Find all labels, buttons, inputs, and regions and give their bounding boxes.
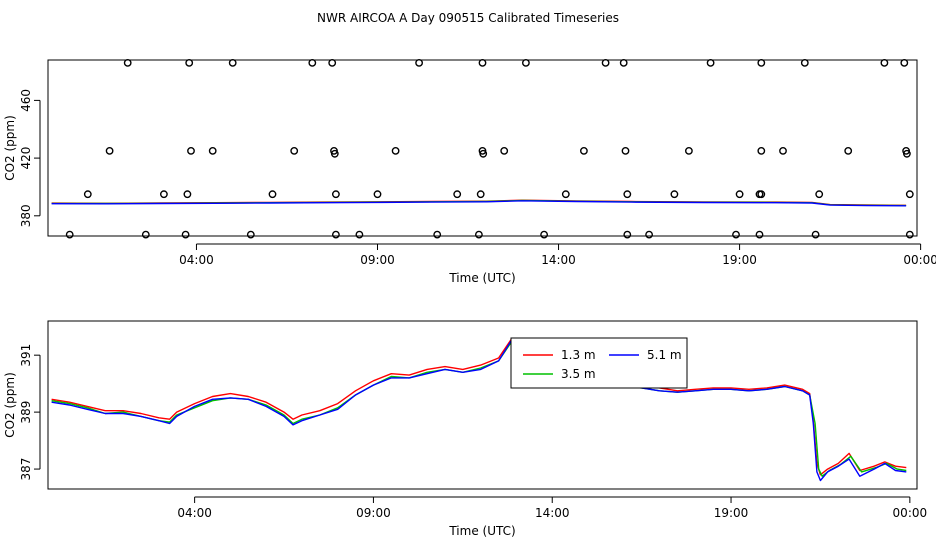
data-point	[619, 59, 628, 67]
data-point	[811, 230, 820, 239]
x-tick-label: 14:00	[535, 506, 570, 520]
data-point	[757, 146, 766, 155]
data-point	[415, 59, 423, 67]
data-point	[757, 190, 766, 199]
data-point	[800, 59, 809, 67]
y-axis-label: CO2 (ppm)	[3, 115, 17, 181]
x-tick-label: 19:00	[722, 253, 757, 267]
data-point	[308, 59, 317, 67]
x-tick-label: 00:00	[903, 253, 936, 267]
data-point	[561, 190, 570, 199]
data-point	[580, 146, 588, 155]
data-point	[105, 146, 114, 155]
data-point	[479, 149, 488, 158]
x-tick-label: 04:00	[179, 253, 214, 267]
data-point	[268, 190, 277, 199]
data-point	[880, 59, 889, 67]
data-point	[476, 190, 485, 199]
x-tick-label: 04:00	[177, 506, 212, 520]
data-point	[905, 230, 914, 239]
data-point	[540, 230, 548, 239]
data-point	[500, 146, 509, 155]
data-point	[755, 230, 764, 239]
data-point	[623, 190, 632, 199]
outliers-panel: 04:00 09:00 14:00 19:00 00:00 Time (UTC) 380 42…	[3, 59, 936, 285]
data-point	[645, 230, 653, 239]
data-point	[621, 146, 630, 155]
data-point	[844, 146, 853, 155]
data-point	[478, 59, 487, 67]
legend-entry: 1.3 m	[523, 348, 596, 362]
data-point	[900, 59, 909, 67]
data-point	[330, 149, 339, 158]
data-point	[65, 230, 74, 239]
y-tick-label: 460	[19, 89, 33, 112]
data-point	[331, 230, 340, 239]
data-point	[433, 230, 442, 239]
legend: 1.3 m 5.1 m 3.5 m	[510, 337, 688, 389]
data-point	[685, 146, 693, 155]
data-point	[290, 146, 299, 155]
data-point	[905, 190, 914, 199]
data-point	[757, 59, 766, 67]
data-point	[391, 146, 400, 155]
data-point	[706, 59, 715, 67]
data-point	[246, 230, 255, 239]
y-tick-label: 380	[19, 204, 33, 227]
data-point	[601, 59, 610, 67]
legend-label: 1.3 m	[561, 348, 596, 362]
data-point	[373, 190, 382, 199]
legend-entry: 3.5 m	[523, 367, 596, 381]
y-axis-label: CO2 (ppm)	[3, 372, 17, 438]
data-point	[228, 59, 237, 67]
data-point	[474, 230, 483, 239]
legend-label: 3.5 m	[561, 367, 596, 381]
x-axis-label: Time (UTC)	[448, 524, 515, 538]
x-tick-label: 14:00	[541, 253, 576, 267]
data-point	[328, 59, 337, 67]
x-tick-label: 09:00	[356, 506, 391, 520]
series-line-13m	[51, 338, 907, 476]
series-line-51m	[51, 200, 907, 207]
x-tick-label: 19:00	[714, 506, 749, 520]
data-point	[355, 230, 364, 239]
data-point	[83, 190, 92, 199]
data-point	[181, 230, 190, 239]
data-point	[735, 190, 744, 199]
x-axis-label: Time (UTC)	[448, 271, 515, 285]
data-point	[522, 59, 530, 67]
data-point	[815, 190, 824, 199]
y-tick-label: 387	[19, 458, 33, 481]
data-point	[732, 230, 740, 239]
x-tick-label: 00:00	[893, 506, 928, 520]
data-point	[331, 190, 340, 199]
data-point	[183, 190, 192, 199]
data-point	[123, 59, 132, 67]
data-point	[187, 146, 195, 155]
data-point	[185, 59, 194, 67]
x-tick-label: 09:00	[360, 253, 395, 267]
y-tick-label: 391	[19, 344, 33, 367]
y-tick-label: 389	[19, 401, 33, 424]
series-line-35m	[51, 341, 907, 477]
data-point	[779, 146, 787, 155]
legend-box	[510, 337, 688, 389]
data-point	[453, 190, 462, 199]
y-tick-label: 420	[19, 147, 33, 170]
plot-frame	[47, 320, 918, 490]
data-point	[208, 146, 217, 155]
data-point	[623, 230, 632, 239]
timeseries-panel: 04:00 09:00 14:00 19:00 00:00 Time (UTC) 387 38…	[3, 320, 928, 538]
data-point	[670, 190, 679, 199]
legend-label: 5.1 m	[647, 348, 682, 362]
legend-entry: 5.1 m	[609, 348, 682, 362]
data-point	[903, 149, 911, 158]
data-point	[159, 190, 168, 199]
chart-title: NWR AIRCOA A Day 090515 Calibrated Times…	[317, 11, 619, 25]
data-point	[141, 230, 150, 239]
